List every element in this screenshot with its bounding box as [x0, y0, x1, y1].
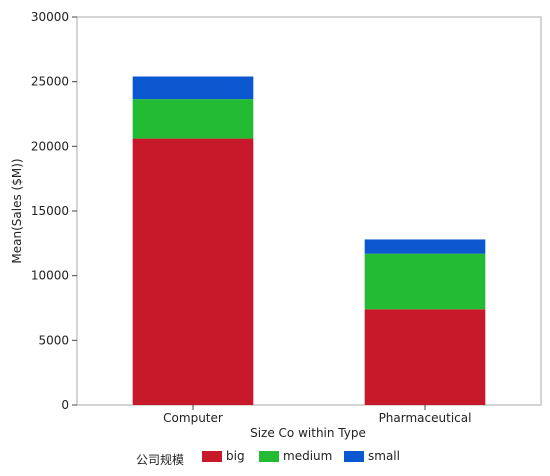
y-tick-label: 25000	[31, 75, 69, 89]
x-axis-title: Size Co within Type	[250, 426, 366, 440]
legend-swatch-big	[202, 451, 222, 462]
y-tick-label: 30000	[31, 10, 69, 24]
y-tick-label: 20000	[31, 139, 69, 153]
bars	[132, 76, 486, 405]
y-axis-title: Mean(Sales ($M))	[10, 158, 24, 263]
bar-segment-medium	[132, 99, 254, 139]
legend-label-small: small	[368, 449, 400, 463]
y-tick-label: 15000	[31, 204, 69, 218]
x-axis: Computer Pharmaceutical	[163, 405, 471, 425]
legend-label-medium: medium	[283, 449, 332, 463]
legend-title: 公司规模	[136, 452, 184, 467]
x-tick-label: Pharmaceutical	[379, 411, 472, 425]
legend-swatch-medium	[259, 451, 279, 462]
legend: 公司规模 big medium small	[136, 449, 400, 467]
bar-segment-big	[364, 309, 486, 405]
legend-label-big: big	[226, 449, 245, 463]
y-tick-label: 0	[61, 398, 69, 412]
y-axis: 0 5000 10000 15000 20000 25000 30000	[31, 10, 77, 412]
y-tick-label: 5000	[38, 333, 69, 347]
x-tick-label: Computer	[163, 411, 223, 425]
bar-segment-small	[132, 76, 254, 100]
bar-segment-big	[132, 138, 254, 405]
legend-swatch-small	[344, 451, 364, 462]
bar-segment-small	[364, 239, 486, 254]
bar-segment-medium	[364, 253, 486, 310]
y-tick-label: 10000	[31, 269, 69, 283]
